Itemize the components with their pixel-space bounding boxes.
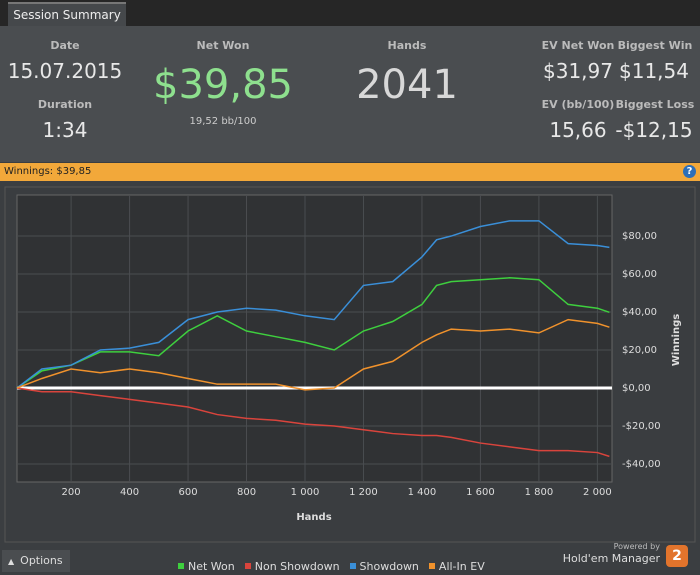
x-tick-label: 200 bbox=[62, 487, 81, 498]
legend-label: Non Showdown bbox=[254, 559, 340, 573]
banner: Winnings: $39,85 bbox=[0, 163, 700, 181]
legend-item[interactable]: Non Showdown bbox=[244, 559, 340, 573]
legend-swatch bbox=[244, 563, 251, 569]
x-tick-label: 1 800 bbox=[525, 487, 554, 498]
stat-value: 15.07.2015 bbox=[7, 59, 123, 83]
stat-value: $39,85 bbox=[153, 62, 293, 108]
legend: Net Won Non Showdown Showdown All-In EV bbox=[178, 554, 578, 573]
help-button[interactable]: ? bbox=[683, 165, 696, 178]
powered-by: Powered by bbox=[613, 542, 660, 551]
stat-value: 2041 bbox=[356, 62, 458, 108]
stat-value: -$12,15 bbox=[615, 118, 693, 142]
footer: ▲ Options Net Won Non Showdown Showdown All-… bbox=[0, 542, 700, 575]
y-tick-label: -$40,00 bbox=[622, 459, 661, 470]
x-axis-title: Hands bbox=[296, 512, 331, 523]
series-line bbox=[16, 387, 610, 458]
legend-label: Net Won bbox=[188, 559, 235, 573]
legend-item[interactable]: Showdown bbox=[349, 559, 419, 573]
stat-label: Hands bbox=[387, 39, 427, 52]
legend-label: Showdown bbox=[359, 559, 419, 573]
plot-area bbox=[16, 194, 613, 483]
tab[interactable]: Session Summary bbox=[8, 2, 126, 26]
legend-swatch bbox=[428, 563, 435, 569]
y-tick-label: $60,00 bbox=[622, 269, 657, 280]
stat-value: 1:34 bbox=[42, 118, 88, 142]
series-line bbox=[16, 220, 610, 389]
legend-item[interactable]: Net Won bbox=[178, 560, 235, 573]
options-button[interactable]: ▲ Options bbox=[2, 550, 70, 572]
y-tick-label: $20,00 bbox=[622, 345, 657, 356]
x-tick-label: 1 600 bbox=[466, 487, 495, 498]
y-axis-title: Winnings bbox=[671, 314, 682, 366]
caret-icon: ▲ bbox=[8, 557, 15, 566]
x-tick-label: 800 bbox=[237, 487, 256, 498]
stat-value: $11,54 bbox=[619, 59, 689, 83]
options-label: Options bbox=[20, 554, 63, 567]
x-tick-label: 600 bbox=[178, 487, 197, 498]
series-line bbox=[16, 318, 610, 391]
x-tick-label: 1 000 bbox=[291, 487, 320, 498]
x-tick-label: 2 000 bbox=[583, 487, 612, 498]
stat-label: Date bbox=[50, 39, 80, 52]
legend-swatch bbox=[349, 563, 356, 569]
x-tick-label: 1 200 bbox=[349, 487, 378, 498]
legend-swatch bbox=[178, 563, 184, 569]
x-tick-label: 1 400 bbox=[408, 487, 437, 498]
stat-label: Duration bbox=[37, 98, 93, 111]
stat-sub: 19,52 bb/100 bbox=[189, 116, 257, 127]
brand: Hold'em Manager bbox=[562, 552, 660, 565]
stat-value: $31,97 bbox=[543, 59, 613, 83]
stat-label: Biggest Loss bbox=[615, 98, 695, 111]
y-tick-label: $80,00 bbox=[622, 231, 657, 242]
y-tick-label: $0,00 bbox=[622, 383, 651, 394]
stat-value: 15,66 bbox=[549, 118, 607, 142]
stats-panel bbox=[0, 26, 700, 162]
logo: 2 bbox=[666, 545, 688, 567]
stat-label: EV Net Won bbox=[541, 39, 615, 52]
chart: Hands Winnings 200 400 600 800 1 000 1 200 1 4… bbox=[4, 186, 696, 543]
series-line bbox=[16, 277, 610, 389]
stat-label: Net Won bbox=[196, 39, 250, 52]
stat-label: EV (bb/100) bbox=[541, 98, 615, 111]
legend-label: All-In EV bbox=[438, 559, 485, 573]
x-tick-label: 400 bbox=[120, 487, 139, 498]
y-tick-label: $40,00 bbox=[622, 307, 657, 318]
stat-label: Biggest Win bbox=[617, 39, 693, 52]
y-tick-label: -$20,00 bbox=[622, 421, 661, 432]
legend-item[interactable]: All-In EV bbox=[428, 559, 485, 573]
